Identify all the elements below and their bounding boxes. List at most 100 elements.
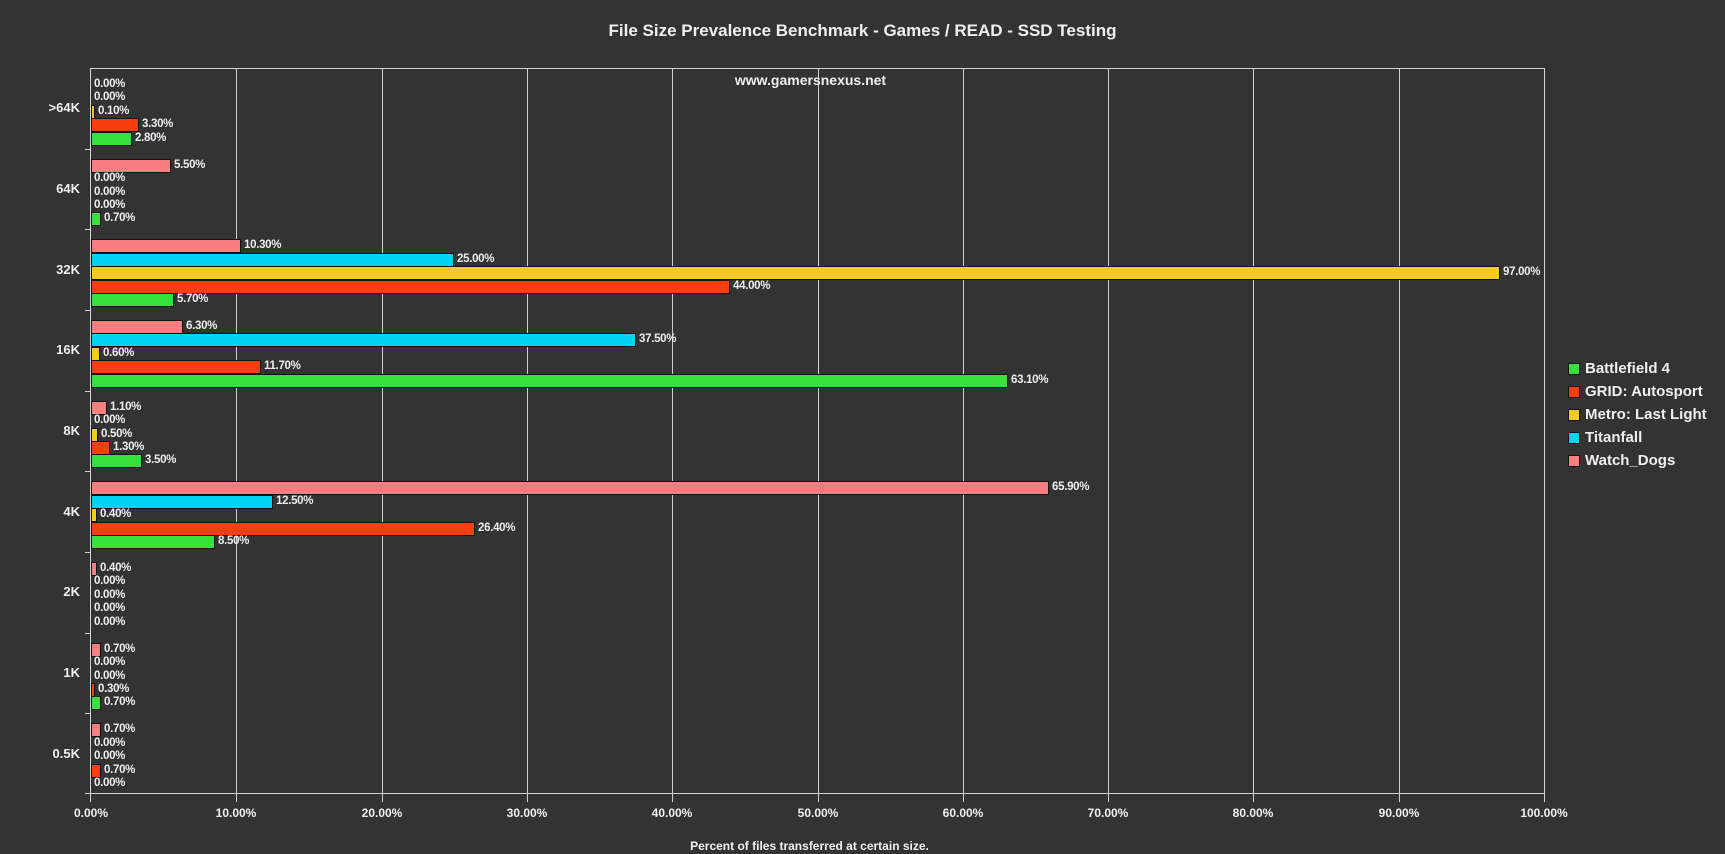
legend-label: Watch_Dogs	[1585, 452, 1676, 469]
gridline	[1399, 68, 1400, 802]
legend-label: Titanfall	[1585, 429, 1643, 446]
bar-value-label: 0.70%	[104, 764, 136, 776]
legend-swatch-icon	[1568, 431, 1580, 444]
watermark-text: www.gamersnexus.net	[734, 72, 887, 88]
bar-value-label: 0.00%	[94, 656, 126, 668]
bar-value-label: 2.80%	[135, 132, 167, 144]
bar-value-label: 6.30%	[186, 320, 218, 332]
bar-value-label: 0.00%	[94, 186, 126, 198]
y-tick	[85, 633, 91, 634]
bar-grid-autosport	[91, 441, 110, 455]
bar-battlefield-4	[91, 132, 132, 146]
bar-value-label: 63.10%	[1011, 374, 1049, 386]
category-label: 32K	[56, 262, 80, 277]
legend-item: Watch_Dogs	[1568, 449, 1707, 472]
gridline	[382, 68, 383, 802]
legend-swatch-icon	[1568, 362, 1580, 375]
bar-metro-last-light	[91, 105, 95, 119]
y-tick	[85, 391, 91, 392]
bar-value-label: 12.50%	[276, 495, 314, 507]
x-tick-label: 40.00%	[651, 806, 693, 820]
x-tick-label: 100.00%	[1520, 806, 1568, 820]
bar-battlefield-4	[91, 374, 1008, 388]
legend-item: Battlefield 4	[1568, 357, 1707, 380]
bar-watch-dogs	[91, 723, 101, 737]
legend-swatch-icon	[1568, 385, 1580, 398]
x-tick-label: 50.00%	[797, 806, 839, 820]
bar-value-label: 0.30%	[98, 683, 130, 695]
x-tick-label: 60.00%	[942, 806, 984, 820]
bar-value-label: 0.00%	[94, 78, 126, 90]
legend-item: Metro: Last Light	[1568, 403, 1707, 426]
bar-titanfall	[91, 253, 454, 267]
x-tick-label: 0.00%	[73, 806, 109, 820]
bar-value-label: 0.00%	[94, 199, 126, 211]
y-tick	[85, 229, 91, 230]
bar-value-label: 1.30%	[113, 441, 145, 453]
legend: Battlefield 4 GRID: Autosport Metro: Last …	[1568, 357, 1707, 472]
bar-battlefield-4	[91, 696, 101, 710]
category-label: 1K	[63, 665, 80, 680]
chart-title: File Size Prevalence Benchmark - Games /…	[608, 21, 1117, 40]
bar-value-label: 0.00%	[94, 670, 126, 682]
bar-metro-last-light	[91, 508, 97, 522]
bar-watch-dogs	[91, 401, 107, 415]
bar-titanfall	[91, 495, 273, 509]
gridline	[963, 68, 964, 802]
bar-battlefield-4	[91, 454, 142, 468]
legend-label: Metro: Last Light	[1585, 406, 1707, 423]
bar-value-label: 3.30%	[142, 118, 174, 130]
bar-value-label: 8.50%	[218, 535, 250, 547]
legend-item: GRID: Autosport	[1568, 380, 1707, 403]
bar-value-label: 0.00%	[94, 737, 126, 749]
bar-value-label: 0.00%	[94, 602, 126, 614]
bar-watch-dogs	[91, 320, 183, 334]
bar-battlefield-4	[91, 212, 101, 226]
x-axis-line	[85, 793, 1545, 794]
x-tick-label: 70.00%	[1087, 806, 1129, 820]
bar-grid-autosport	[91, 118, 139, 132]
bar-value-label: 5.50%	[174, 159, 206, 171]
bar-value-label: 65.90%	[1052, 481, 1090, 493]
bar-value-label: 25.00%	[457, 253, 495, 265]
bar-value-label: 11.70%	[264, 360, 301, 372]
x-tick-label: 20.00%	[361, 806, 403, 820]
gridline	[1108, 68, 1109, 802]
gridline	[1253, 68, 1254, 802]
bar-metro-last-light	[91, 347, 100, 361]
gridline	[236, 68, 237, 802]
bar-watch-dogs	[91, 562, 97, 576]
x-axis-title-text: Percent of files transferred at certain …	[690, 839, 929, 853]
bar-watch-dogs	[91, 481, 1049, 495]
bar-value-label: 0.00%	[94, 750, 126, 762]
y-tick	[85, 310, 91, 311]
bar-battlefield-4	[91, 293, 174, 307]
gridline	[818, 68, 819, 802]
bar-value-label: 3.50%	[145, 454, 177, 466]
bar-value-label: 0.00%	[94, 91, 126, 103]
bar-value-label: 37.50%	[639, 333, 677, 345]
bar-value-label: 0.40%	[100, 508, 132, 520]
bar-grid-autosport	[91, 360, 261, 374]
legend-swatch-icon	[1568, 454, 1580, 467]
bar-watch-dogs	[91, 239, 241, 253]
bar-value-label: 0.70%	[104, 643, 136, 655]
x-tick-label: 80.00%	[1232, 806, 1274, 820]
category-label: 8K	[63, 423, 80, 438]
legend-label: GRID: Autosport	[1585, 383, 1703, 400]
bar-value-label: 0.00%	[94, 575, 126, 587]
bar-value-label: 0.00%	[94, 616, 126, 628]
legend-label: Battlefield 4	[1585, 360, 1671, 377]
bar-value-label: 0.50%	[101, 428, 133, 440]
x-tick-label: 30.00%	[506, 806, 548, 820]
x-tick-label: 10.00%	[215, 806, 257, 820]
bar-value-label: 0.40%	[100, 562, 132, 574]
bar-metro-last-light	[91, 428, 98, 442]
bar-titanfall	[91, 333, 636, 347]
bar-value-label: 0.00%	[94, 777, 126, 789]
bar-grid-autosport	[91, 280, 730, 294]
watermark: www.gamersnexus.net	[0, 72, 1725, 88]
bar-battlefield-4	[91, 535, 215, 549]
bar-value-label: 0.00%	[94, 172, 126, 184]
bar-value-label: 1.10%	[110, 401, 142, 413]
